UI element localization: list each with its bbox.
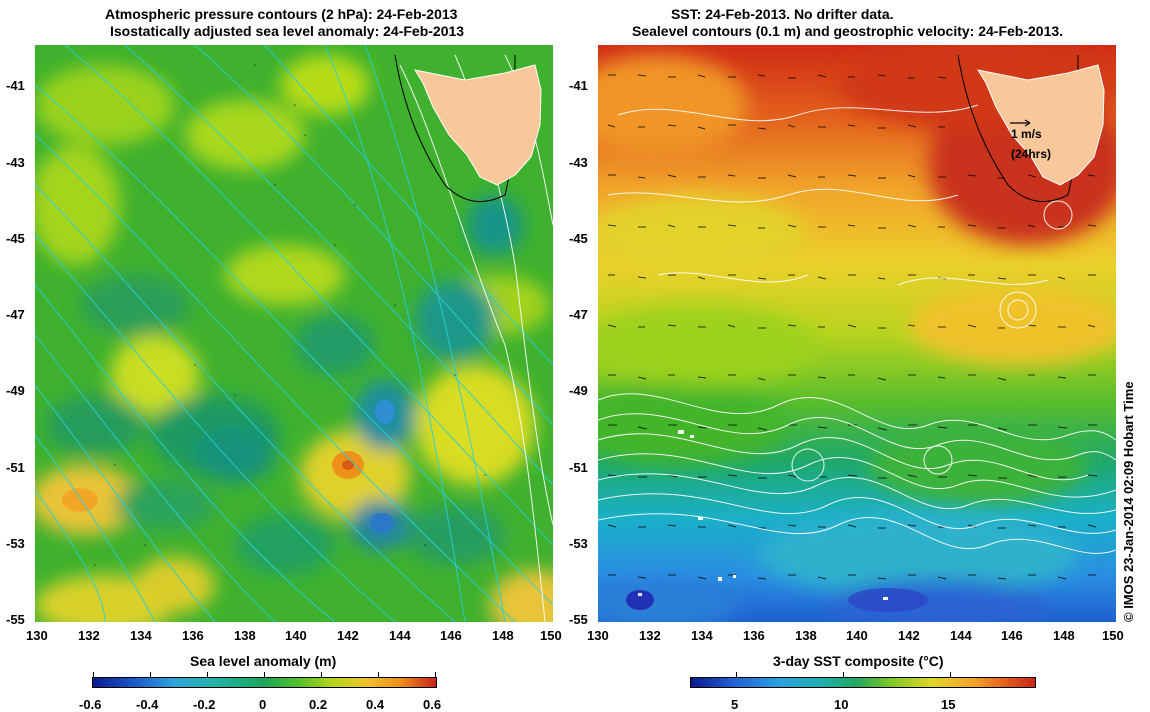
left-x-tick: 134 [130,628,152,643]
right-x-tick: 148 [1053,628,1075,643]
right-x-tick: 146 [1001,628,1023,643]
left-title-line1: Atmospheric pressure contours (2 hPa): 2… [105,6,458,22]
left-x-tick: 144 [389,628,411,643]
right-y-tick: -51 [569,460,588,475]
tasmania-landmass-sst [976,64,1105,186]
right-cbar-tick: 10 [834,697,849,712]
left-x-tick: 140 [285,628,307,643]
left-x-tick: 148 [492,628,514,643]
left-y-tick: -51 [6,460,25,475]
left-y-tick: -41 [6,78,25,93]
right-x-tick: 134 [691,628,713,643]
left-cbar-tick: 0 [259,697,267,712]
left-x-tick: 136 [182,628,204,643]
left-y-tick: -49 [6,383,25,398]
right-x-tick: 140 [846,628,868,643]
left-cbar-tick: 0.6 [423,697,442,712]
left-y-tick: -47 [6,307,25,322]
right-cbar-tick: 15 [941,697,956,712]
left-y-tick: -43 [6,155,25,170]
sla-colorbar [92,672,437,688]
right-colorbar-label: 3-day SST composite (°C) [773,653,944,669]
left-title-line2: Isostatically adjusted sea level anomaly… [110,23,465,39]
right-y-tick: -55 [569,612,588,627]
right-x-tick: 150 [1102,628,1124,643]
right-y-tick: -47 [569,307,588,322]
tasmania-landmass [413,64,542,186]
left-x-tick: 132 [78,628,100,643]
imos-credit: © IMOS 23-Jan-2014 02:09 Hobart Time [1121,381,1136,622]
right-y-tick: -53 [569,536,588,551]
velocity-scale-label: 1 m/s [1011,127,1042,141]
right-x-tick: 132 [639,628,661,643]
left-x-tick: 138 [234,628,256,643]
right-x-tick: 138 [795,628,817,643]
left-cbar-tick: 0.4 [366,697,385,712]
right-x-tick: 144 [950,628,972,643]
right-y-tick: -45 [569,231,588,246]
left-cbar-tick: -0.6 [79,697,102,712]
left-y-tick: -55 [6,612,25,627]
left-cbar-tick: 0.2 [309,697,328,712]
left-y-tick: -53 [6,536,25,551]
left-cbar-tick: -0.4 [136,697,159,712]
left-x-tick: 130 [26,628,48,643]
sst-map: 1 m/s (24hrs) [598,45,1116,622]
left-colorbar-label: Sea level anomaly (m) [190,653,337,669]
left-x-tick: 142 [337,628,359,643]
left-x-tick: 146 [440,628,462,643]
left-y-tick: -45 [6,231,25,246]
right-x-tick: 136 [743,628,765,643]
velocity-scale-duration: (24hrs) [1011,147,1052,161]
sst-map-graphic [598,45,1116,622]
sst-colorbar [690,672,1036,688]
right-y-tick: -41 [569,78,588,93]
right-title-line2: Sealevel contours (0.1 m) and geostrophi… [632,23,1064,39]
left-x-tick: 150 [540,628,562,643]
left-cbar-tick: -0.2 [193,697,216,712]
right-x-tick: 130 [587,628,609,643]
sla-map-graphic [35,45,553,622]
right-y-tick: -49 [569,383,588,398]
right-title-line1: SST: 24-Feb-2013. No drifter data. [671,6,894,22]
sea-level-anomaly-map [35,45,553,622]
right-cbar-tick: 5 [731,697,739,712]
right-x-tick: 142 [898,628,920,643]
right-y-tick: -43 [569,155,588,170]
